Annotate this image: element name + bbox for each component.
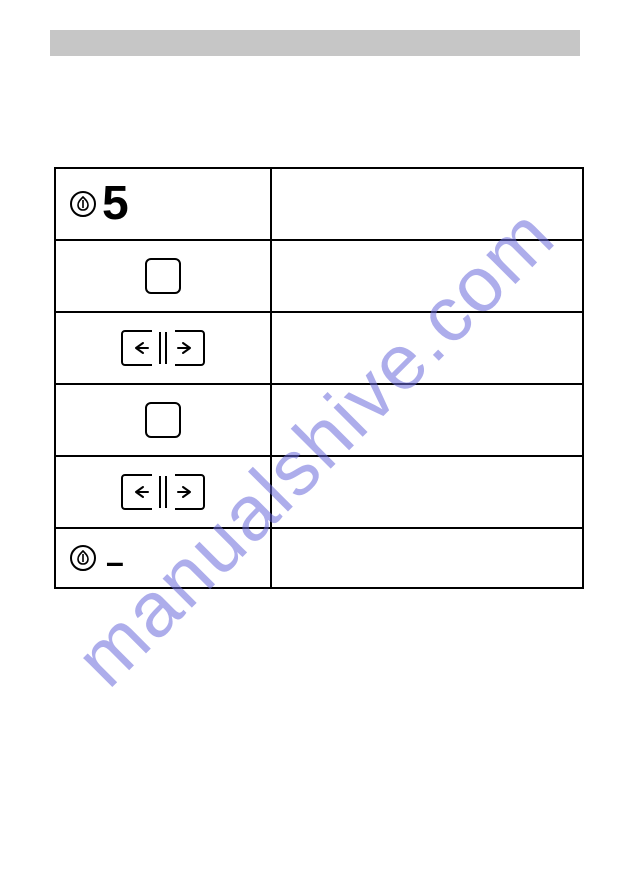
dash-display: – — [106, 546, 124, 578]
cell-r5-c2 — [271, 456, 583, 528]
arrow-buttons-icon — [121, 330, 205, 366]
cell-r6-c2 — [271, 528, 583, 588]
cell-r3-c2 — [271, 312, 583, 384]
cell-r4-c1 — [55, 384, 271, 456]
header-bar — [50, 30, 580, 56]
ok-button-icon — [145, 402, 181, 438]
eco-icon — [70, 545, 96, 571]
digit-display: 5 — [102, 180, 127, 228]
cell-r1-c1: 5 — [55, 168, 271, 240]
arrow-right-icon — [165, 474, 205, 510]
arrow-left-icon — [121, 474, 161, 510]
cell-r6-c1: – — [55, 528, 271, 588]
ok-button-icon — [145, 258, 181, 294]
cell-r1-c2 — [271, 168, 583, 240]
cell-r2-c2 — [271, 240, 583, 312]
arrow-buttons-icon — [121, 474, 205, 510]
cell-r4-c2 — [271, 384, 583, 456]
cell-r3-c1 — [55, 312, 271, 384]
eco-icon — [70, 191, 96, 217]
arrow-left-icon — [121, 330, 161, 366]
instruction-table: 5 — [54, 167, 584, 589]
cell-r2-c1 — [55, 240, 271, 312]
cell-r5-c1 — [55, 456, 271, 528]
arrow-right-icon — [165, 330, 205, 366]
